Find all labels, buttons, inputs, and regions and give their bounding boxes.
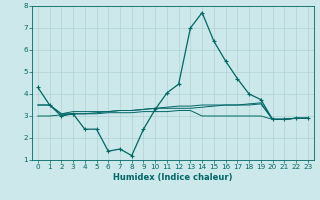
X-axis label: Humidex (Indice chaleur): Humidex (Indice chaleur) [113,173,233,182]
